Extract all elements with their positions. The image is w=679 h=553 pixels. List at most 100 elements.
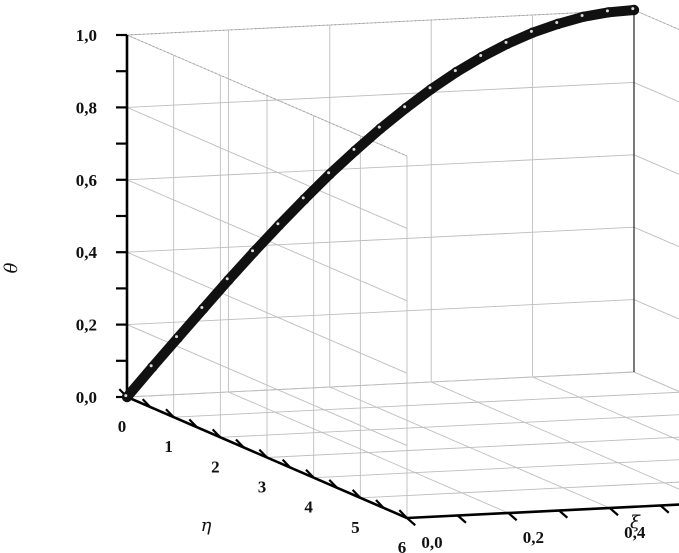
data-point-highlight bbox=[124, 394, 128, 398]
side-wall-grid-line bbox=[633, 371, 679, 392]
data-point-highlight bbox=[428, 86, 432, 90]
data-point bbox=[451, 66, 462, 78]
data-point-highlight bbox=[580, 13, 584, 17]
floor-grid-line bbox=[173, 391, 679, 418]
data-point bbox=[248, 246, 259, 258]
data-point bbox=[628, 4, 640, 16]
x-axis-title: ξ bbox=[630, 512, 641, 533]
eta-tick-label: 1 bbox=[164, 437, 173, 456]
data-point bbox=[527, 27, 538, 38]
side-wall-grid-line bbox=[633, 81, 679, 103]
data-point-highlight bbox=[605, 9, 609, 13]
tick-labels-layer: 0,00,20,40,60,81,001234560,00,20,40,60,8… bbox=[76, 26, 646, 553]
back-wall-grid-line bbox=[126, 154, 635, 181]
xi-axis-tick bbox=[406, 517, 416, 527]
data-point bbox=[223, 274, 234, 286]
data-point bbox=[375, 123, 386, 134]
data-point bbox=[603, 7, 614, 18]
z-axis-title: θ bbox=[1, 262, 22, 273]
eta-axis-tick bbox=[305, 468, 315, 479]
ticks-layer bbox=[116, 33, 670, 527]
grid-layer bbox=[126, 9, 679, 519]
left-wall-grid-line bbox=[126, 106, 408, 229]
data-point bbox=[552, 18, 564, 30]
data-point-highlight bbox=[352, 147, 356, 151]
eta-axis-tick bbox=[281, 458, 292, 469]
top-frame-line bbox=[633, 9, 679, 30]
data-point-highlight bbox=[453, 69, 457, 73]
data-point-highlight bbox=[200, 306, 204, 310]
eta-tick-label: 3 bbox=[258, 478, 267, 497]
y-axis-title: η bbox=[201, 515, 212, 536]
side-wall-grid-line bbox=[633, 154, 679, 175]
xi-axis-tick bbox=[558, 509, 569, 519]
data-point bbox=[299, 194, 310, 205]
eta-axis-tick bbox=[328, 479, 338, 489]
xi-tick-label: 0,0 bbox=[421, 533, 442, 552]
floor-grid-line bbox=[633, 371, 679, 392]
back-wall-grid-line bbox=[126, 226, 635, 253]
data-point-highlight bbox=[377, 125, 381, 129]
floor-grid-line bbox=[313, 459, 679, 479]
data-point bbox=[426, 83, 437, 95]
xi-axis-tick bbox=[609, 507, 619, 517]
data-point-highlight bbox=[555, 20, 559, 24]
data-point-highlight bbox=[479, 54, 483, 58]
eta-axis-tick bbox=[235, 438, 245, 449]
eta-axis-tick bbox=[188, 418, 198, 429]
z-tick-label: 0,0 bbox=[76, 388, 97, 407]
side-wall-grid-line bbox=[633, 299, 679, 320]
xi-axis-tick bbox=[507, 512, 518, 522]
data-point bbox=[172, 332, 183, 344]
data-point bbox=[349, 145, 361, 157]
data-point-highlight bbox=[327, 171, 331, 175]
floor-grid-line bbox=[360, 481, 679, 499]
z-tick-label: 0,8 bbox=[76, 98, 97, 117]
eta-tick-label: 5 bbox=[351, 518, 360, 537]
data-point-highlight bbox=[301, 196, 305, 200]
data-point-highlight bbox=[529, 29, 533, 33]
eta-tick-label: 2 bbox=[211, 457, 220, 476]
z-tick-label: 1,0 bbox=[76, 26, 97, 45]
data-point bbox=[476, 51, 488, 63]
eta-axis-tick bbox=[375, 499, 385, 509]
data-point bbox=[578, 11, 589, 23]
data-point-highlight bbox=[631, 7, 635, 11]
eta-axis-tick bbox=[258, 448, 268, 459]
back-wall-grid-line bbox=[126, 81, 635, 108]
top-frame-line bbox=[126, 9, 635, 36]
eta-tick-label: 0 bbox=[118, 417, 127, 436]
xi-axis-tick bbox=[659, 504, 670, 514]
data-point-highlight bbox=[225, 277, 229, 281]
eta-axis-tick bbox=[351, 489, 362, 499]
data-point-highlight bbox=[251, 249, 255, 253]
z-tick-label: 0,4 bbox=[76, 243, 98, 262]
z-tick-label: 0,2 bbox=[76, 316, 97, 335]
eta-axis-tick bbox=[165, 408, 175, 418]
top-frame-line bbox=[126, 34, 408, 157]
data-point bbox=[400, 102, 412, 114]
data-point-highlight bbox=[504, 40, 508, 44]
data-point bbox=[197, 303, 209, 315]
data-point-highlight bbox=[276, 222, 280, 226]
data-point bbox=[273, 219, 285, 231]
data-point bbox=[502, 38, 513, 49]
data-layer bbox=[121, 4, 640, 403]
eta-axis-tick bbox=[398, 509, 408, 519]
xi-tick-label: 0,4 bbox=[624, 523, 646, 542]
back-wall-grid-line bbox=[126, 371, 635, 398]
data-point-highlight bbox=[403, 105, 407, 109]
xi-tick-label: 0,2 bbox=[523, 528, 544, 547]
eta-axis-tick bbox=[141, 398, 152, 408]
xi-axis-tick bbox=[456, 514, 467, 524]
eta-tick-label: 4 bbox=[304, 498, 313, 517]
floor-grid-line bbox=[266, 436, 679, 458]
z-tick-label: 0,6 bbox=[76, 171, 97, 190]
data-point bbox=[324, 168, 335, 180]
eta-tick-label: 6 bbox=[398, 538, 407, 553]
data-point-highlight bbox=[175, 335, 178, 339]
data-point-highlight bbox=[149, 364, 153, 368]
side-wall-grid-line bbox=[633, 9, 679, 30]
left-wall-grid-line bbox=[126, 251, 408, 374]
